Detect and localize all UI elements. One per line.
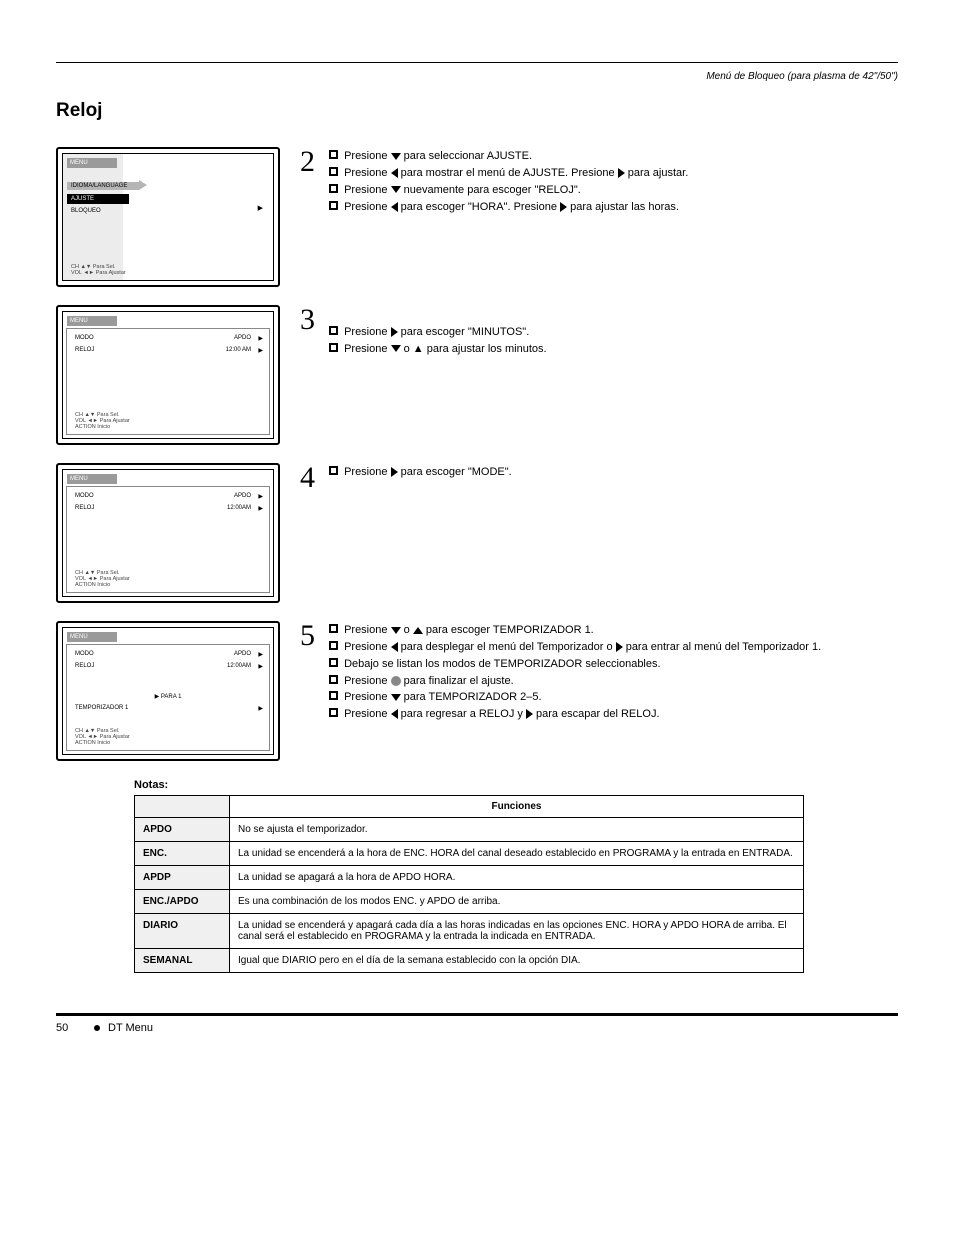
bullet-icon <box>329 201 338 210</box>
header-text: Menú de Bloqueo (para plasma de 42"/50") <box>56 71 898 82</box>
bullet-icon <box>329 641 338 650</box>
arrow-right-icon <box>391 467 398 477</box>
step-2-instructions: 2 Presione para seleccionar AJUSTE. Pres… <box>300 147 898 216</box>
tv-screen-2: MENU MODO APDO ▶ RELOJ 12:00 AM ▶ CH ▲▼ … <box>56 305 280 445</box>
notes-col1-empty <box>135 796 230 818</box>
tv3-tab: MENU <box>67 474 117 484</box>
bullet-icon <box>329 150 338 159</box>
table-row: ENC./APDOEs una combinación de los modos… <box>135 890 804 914</box>
tv2-tab: MENU <box>67 316 117 326</box>
bullet-icon <box>329 708 338 717</box>
tv1-tri-icon: ▶ <box>258 204 263 212</box>
bullet-icon <box>329 466 338 475</box>
step-5-instructions: 5 Presione o para escoger TEMPORIZADOR 1… <box>300 621 898 724</box>
tv2-r2: RELOJ <box>75 347 94 353</box>
tv1-tab: MENU <box>67 158 117 168</box>
table-row: SEMANALIgual que DIARIO pero en el día d… <box>135 949 804 973</box>
notes-heading: Notas: <box>134 779 898 791</box>
tv1-row-ajuste: AJUSTE <box>71 196 94 202</box>
table-row: Funciones <box>135 796 804 818</box>
tv2-v1: APDO <box>234 335 251 341</box>
tv4-r1: MODO <box>75 651 94 657</box>
bullet-icon <box>329 326 338 335</box>
arrow-down-icon <box>391 186 401 193</box>
notes-col2-header: Funciones <box>230 796 804 818</box>
tv2-v2: 12:00 AM <box>226 347 251 353</box>
tv4-nav: CH ▲▼ Para Sel. VOL ◄► Para Ajustar ACTI… <box>75 728 130 746</box>
action-circle-icon <box>391 676 401 686</box>
tv4-r3: TEMPORIZADOR 1 <box>75 705 128 711</box>
tv-screen-3: MENU MODO APDO ▶ RELOJ 12:00AM ▶ CH ▲▼ P… <box>56 463 280 603</box>
bullet-icon <box>329 184 338 193</box>
tv4-tri-icon: ▶ <box>258 651 263 658</box>
footer-label: DT Menu <box>108 1022 153 1034</box>
bullet-icon <box>329 343 338 352</box>
tv3-nav: CH ▲▼ Para Sel. VOL ◄► Para Ajustar ACTI… <box>75 570 130 588</box>
tv4-tri-icon: ▶ <box>258 705 263 712</box>
bullet-icon <box>329 691 338 700</box>
notes-table: Funciones APDONo se ajusta el temporizad… <box>134 795 804 973</box>
arrow-right-icon <box>391 327 398 337</box>
tv4-hint: ▶ PARA 1 <box>155 693 182 700</box>
arrow-down-icon <box>391 627 401 634</box>
tv4-tri-icon: ▶ <box>258 663 263 670</box>
arrow-right-icon <box>560 202 567 212</box>
arrow-right-icon <box>616 642 623 652</box>
tv1-nav: CH ▲▼ Para Sel. VOL ◄► Para Ajustar <box>71 264 126 276</box>
step-number-4: 4 <box>300 463 326 493</box>
table-row: DIARIOLa unidad se encenderá y apagará c… <box>135 914 804 949</box>
arrow-down-icon <box>391 153 401 160</box>
step-5-block: MENU MODO APDO ▶ RELOJ 12:00AM ▶ ▶ PARA … <box>56 621 898 761</box>
step-3-instructions: 3 Presione para escoger "MINUTOS". Presi… <box>300 305 898 359</box>
tv2-r1: MODO <box>75 335 94 341</box>
section-title: Reloj <box>56 100 898 122</box>
footer: 50 DT Menu <box>56 1016 898 1034</box>
arrow-left-icon <box>391 709 398 719</box>
table-row: APDONo se ajusta el temporizador. <box>135 818 804 842</box>
bullet-icon <box>329 624 338 633</box>
arrow-left-icon <box>391 642 398 652</box>
footer-dot-icon <box>94 1025 100 1031</box>
tv3-tri-icon: ▶ <box>258 505 263 512</box>
table-row: ENC.La unidad se encenderá a la hora de … <box>135 842 804 866</box>
table-row: APDPLa unidad se apagará a la hora de AP… <box>135 866 804 890</box>
arrow-left-icon <box>391 168 398 178</box>
step-2-block: MENU IDIOMA/LANGUAGE AJUSTE BLOQUEO ▶ CH… <box>56 147 898 287</box>
step-4-instructions: 4 Presione para escoger "MODE". <box>300 463 898 493</box>
arrow-right-icon <box>526 709 533 719</box>
tv-screen-4: MENU MODO APDO ▶ RELOJ 12:00AM ▶ ▶ PARA … <box>56 621 280 761</box>
step-4-block: MENU MODO APDO ▶ RELOJ 12:00AM ▶ CH ▲▼ P… <box>56 463 898 603</box>
tv1-row-idioma: IDIOMA/LANGUAGE <box>71 183 127 189</box>
tv3-tri-icon: ▶ <box>258 493 263 500</box>
step-number-5: 5 <box>300 621 326 651</box>
tv3-v1: APDO <box>234 493 251 499</box>
arrow-down-icon <box>391 345 401 352</box>
tv1-row-bloqueo: BLOQUEO <box>71 208 101 214</box>
tv4-v2: 12:00AM <box>227 663 251 669</box>
arrow-left-icon <box>391 202 398 212</box>
tv3-v2: 12:00AM <box>227 505 251 511</box>
step-3-block: MENU MODO APDO ▶ RELOJ 12:00 AM ▶ CH ▲▼ … <box>56 305 898 445</box>
page: Menú de Bloqueo (para plasma de 42"/50")… <box>0 0 954 1064</box>
tv3-r1: MODO <box>75 493 94 499</box>
bullet-icon <box>329 167 338 176</box>
tv3-r2: RELOJ <box>75 505 94 511</box>
tv2-nav: CH ▲▼ Para Sel. VOL ◄► Para Ajustar ACTI… <box>75 412 130 430</box>
step-number-2: 2 <box>300 147 326 177</box>
tv2-tri-icon: ▶ <box>258 335 263 342</box>
tv4-r2: RELOJ <box>75 663 94 669</box>
arrow-right-icon <box>618 168 625 178</box>
page-number: 50 <box>56 1022 86 1034</box>
tv-screen-1: MENU IDIOMA/LANGUAGE AJUSTE BLOQUEO ▶ CH… <box>56 147 280 287</box>
tv4-v1: APDO <box>234 651 251 657</box>
bullet-icon <box>329 658 338 667</box>
arrow-down-icon <box>391 694 401 701</box>
bullet-icon <box>329 675 338 684</box>
tv2-tri-icon: ▶ <box>258 347 263 354</box>
header-rule <box>56 62 898 63</box>
step-number-3: 3 <box>300 305 326 335</box>
tv4-tab: MENU <box>67 632 117 642</box>
arrow-up-icon <box>413 627 423 634</box>
